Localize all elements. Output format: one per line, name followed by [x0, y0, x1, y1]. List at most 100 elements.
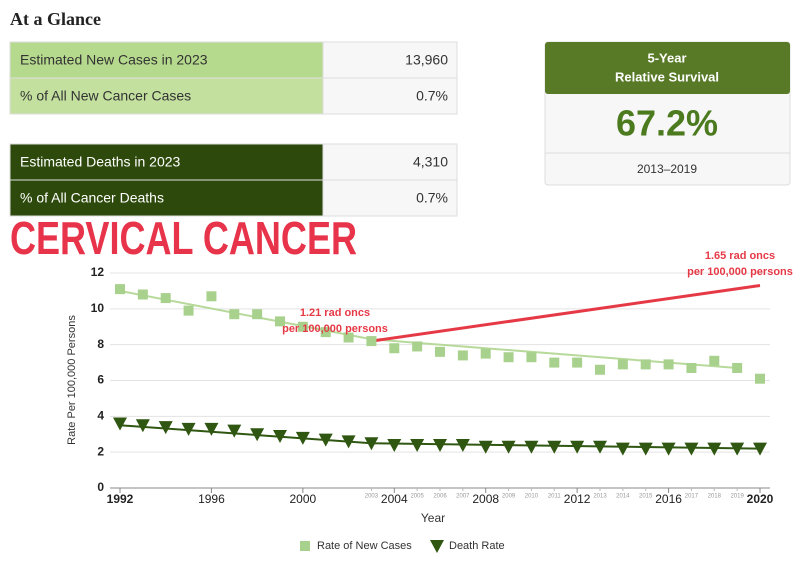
triangle-marker	[684, 442, 699, 456]
section-title: At a Glance	[10, 9, 101, 29]
row-label: % of All New Cancer Cases	[20, 88, 191, 104]
square-marker	[617, 359, 628, 370]
y-tick-label: 6	[97, 373, 104, 387]
triangle-marker	[364, 437, 379, 451]
x-tick-label: 2000	[290, 492, 317, 506]
triangle-marker	[318, 433, 333, 447]
square-marker	[732, 362, 743, 373]
triangle-marker	[341, 435, 356, 449]
x-tick-label: 2016	[655, 492, 682, 506]
y-tick-label: 4	[97, 409, 104, 423]
chart-title: CERVICAL CANCER	[10, 212, 357, 264]
x-minor-tick-label: 2018	[708, 494, 722, 500]
square-marker	[297, 321, 308, 332]
triangle-marker	[410, 439, 425, 452]
triangle-marker	[730, 442, 745, 456]
legend-label: Death Rate	[449, 540, 505, 552]
square-marker	[183, 305, 194, 316]
annotation: 1.65 rad oncs	[705, 250, 775, 262]
x-minor-tick-label: 2009	[502, 494, 516, 500]
triangle-marker	[295, 431, 310, 445]
triangle-marker	[430, 540, 444, 553]
legend-label: Rate of New Cases	[317, 540, 412, 552]
square-marker	[595, 364, 605, 375]
x-tick-label: 1992	[107, 492, 134, 506]
trend-line	[371, 284, 761, 343]
annotation: per 100,000 persons	[282, 323, 388, 335]
square-marker	[572, 357, 583, 368]
triangle-marker	[707, 442, 722, 456]
row-value: 4,310	[413, 154, 448, 170]
triangle-marker	[478, 440, 493, 454]
y-tick-label: 12	[91, 265, 105, 279]
survival-header	[545, 42, 790, 94]
survival-title: Relative Survival	[615, 69, 719, 84]
square-marker	[457, 350, 468, 361]
triangle-marker	[227, 424, 242, 438]
square-marker	[366, 336, 377, 347]
row-value: 13,960	[405, 52, 448, 68]
x-tick-label: 2020	[747, 492, 774, 506]
triangle-marker	[181, 422, 196, 436]
square-marker	[640, 359, 651, 370]
triangle-marker	[661, 442, 676, 456]
square-marker	[480, 348, 491, 359]
survival-title: 5-Year	[647, 50, 686, 65]
square-marker	[115, 284, 125, 295]
x-minor-tick-label: 2006	[433, 494, 447, 500]
value-cell	[322, 143, 458, 181]
x-tick-label: 2012	[564, 492, 591, 506]
label-cell	[9, 77, 324, 115]
x-tick-label: 2008	[472, 492, 499, 506]
triangle-marker	[455, 439, 470, 452]
triangle-marker	[638, 442, 653, 456]
x-axis-label: Year	[421, 511, 445, 525]
x-minor-tick-label: 2010	[525, 494, 539, 500]
triangle-marker	[433, 439, 447, 452]
value-cell	[322, 77, 458, 115]
x-minor-tick-label: 2011	[548, 494, 562, 500]
x-minor-tick-label: 2019	[730, 494, 744, 500]
triangle-marker	[547, 440, 562, 454]
square-marker	[412, 341, 423, 352]
square-marker	[389, 343, 400, 354]
triangle-marker	[250, 428, 265, 442]
triangle-marker	[501, 440, 516, 454]
square-marker	[755, 373, 765, 384]
annotation: per 100,000 persons	[687, 266, 793, 278]
row-label: Estimated New Cases in 2023	[20, 52, 208, 68]
label-cell	[9, 179, 324, 217]
x-minor-tick-label: 2015	[639, 494, 653, 500]
annotation: 1.21 rad oncs	[300, 307, 370, 319]
y-tick-label: 8	[97, 337, 104, 351]
triangle-marker	[570, 440, 585, 454]
row-value: 0.7%	[416, 190, 448, 206]
square-marker	[343, 332, 354, 343]
value-cell	[322, 179, 458, 217]
x-minor-tick-label: 2013	[593, 494, 607, 500]
triangle-marker	[135, 419, 150, 433]
square-marker	[435, 346, 445, 357]
square-marker	[709, 355, 720, 366]
y-tick-label: 10	[91, 301, 105, 315]
survival-value: 67.2%	[616, 103, 718, 144]
x-minor-tick-label: 2007	[456, 494, 470, 500]
y-tick-label: 0	[97, 480, 104, 494]
square-marker	[503, 352, 514, 363]
square-marker	[320, 327, 331, 338]
square-marker	[252, 309, 263, 320]
y-tick-label: 2	[97, 444, 104, 458]
x-tick-label: 2004	[381, 492, 408, 506]
triangle-marker	[593, 440, 607, 454]
triangle-marker	[273, 430, 287, 444]
square-marker	[206, 291, 217, 302]
square-marker	[137, 289, 148, 300]
square-marker	[229, 309, 240, 320]
x-minor-tick-label: 2014	[616, 494, 630, 500]
square-marker	[663, 359, 674, 370]
row-value: 0.7%	[416, 88, 448, 104]
value-cell	[322, 41, 458, 79]
x-minor-tick-label: 2003	[365, 494, 379, 500]
y-axis-label: Rate Per 100,000 Persons	[66, 315, 78, 445]
